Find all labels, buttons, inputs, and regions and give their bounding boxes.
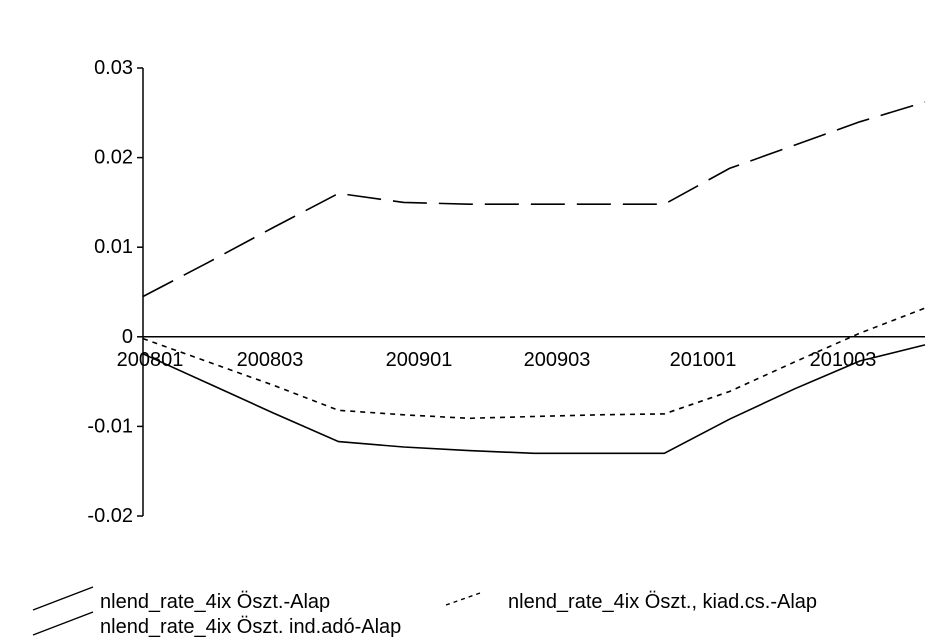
legend-label-2: nlend_rate_4ix Öszt., kiad.cs.-Alap: [508, 591, 817, 613]
x-axis: 200801 200803 200901 200903 201001 201003: [117, 336, 925, 371]
y-tick-label: 0.03: [94, 57, 133, 79]
y-tick-label: 0.01: [94, 236, 133, 258]
legend-label-1: nlend_rate_4ix Öszt.-Alap: [100, 591, 330, 613]
x-tick-label: 201003: [810, 349, 877, 371]
y-tick-label: 0: [122, 326, 133, 348]
series-line-2: [142, 307, 926, 420]
series-lines: [142, 101, 926, 455]
series-line-3: [142, 344, 926, 455]
y-tick-label: -0.01: [87, 415, 133, 437]
legend-symbol-1: [32, 586, 94, 611]
legend-symbol-2: [445, 591, 484, 606]
x-tick-label: 201001: [670, 349, 737, 371]
legend-label-3: nlend_rate_4ix Öszt. ind.adó-Alap: [100, 616, 401, 638]
y-tick-label: 0.02: [94, 147, 133, 169]
x-tick-label: 200803: [237, 349, 304, 371]
y-tick-label: -0.02: [87, 505, 133, 527]
legend: nlend_rate_4ix Öszt.-Alap nlend_rate_4ix …: [32, 586, 817, 638]
y-axis: 0.03 0.02 0.01 0 -0.01 -0.02: [87, 57, 144, 527]
x-tick-label: 200901: [386, 349, 453, 371]
x-tick-label: 200903: [524, 349, 591, 371]
legend-symbol-3: [32, 611, 94, 636]
series-line-1: [142, 101, 926, 298]
